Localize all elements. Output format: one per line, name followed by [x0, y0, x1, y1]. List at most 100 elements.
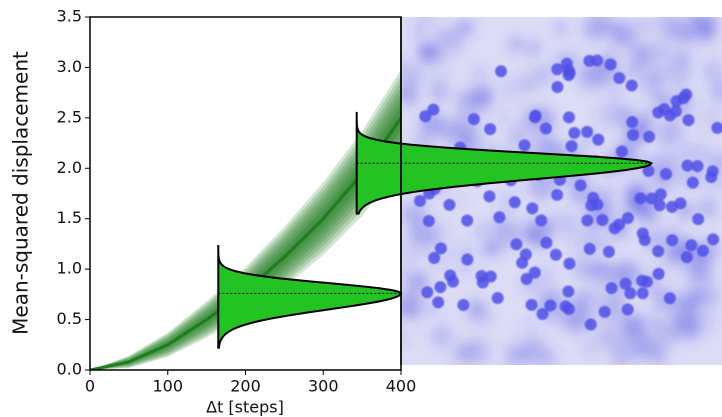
particle	[615, 145, 628, 158]
particle	[608, 222, 621, 235]
particle	[581, 125, 594, 138]
particle	[551, 81, 564, 94]
band-layer	[90, 99, 401, 370]
particle	[674, 197, 687, 210]
haze-blob	[401, 65, 424, 90]
y-tick-label: 3.5	[57, 7, 82, 26]
haze-blob	[440, 25, 461, 46]
haze-blob	[411, 25, 426, 40]
violin	[355, 111, 654, 215]
particle	[707, 233, 720, 246]
y-tick-label: 0.5	[57, 309, 82, 328]
particle	[605, 282, 618, 295]
particle	[685, 239, 698, 252]
haze-blob	[579, 339, 597, 357]
particle	[645, 192, 658, 205]
particle	[621, 303, 634, 316]
haze-blob	[708, 77, 722, 100]
particle	[535, 214, 548, 227]
particle	[705, 171, 718, 184]
particle	[654, 188, 667, 201]
particle	[536, 308, 549, 321]
haze-blob	[401, 85, 418, 106]
particle	[432, 296, 445, 309]
haze-blob	[656, 251, 682, 276]
particle	[563, 257, 576, 270]
particle	[562, 285, 575, 298]
haze-blob	[462, 343, 476, 357]
haze-blob	[401, 262, 411, 282]
haze-blob	[401, 205, 412, 218]
particle	[544, 299, 557, 312]
particle	[539, 122, 552, 135]
y-tick-label: 0.0	[57, 360, 82, 379]
particle	[598, 305, 611, 318]
particle	[681, 159, 694, 172]
particle	[461, 214, 474, 227]
particle	[602, 245, 615, 258]
haze-blob	[507, 35, 525, 54]
haze-blob	[465, 298, 485, 318]
particle	[691, 160, 704, 173]
particle	[540, 236, 553, 249]
particle	[422, 215, 435, 228]
haze-blob	[609, 340, 637, 365]
particle	[491, 291, 504, 304]
haze-blob	[487, 240, 502, 254]
particle	[551, 63, 564, 76]
particle	[475, 269, 488, 282]
particle	[584, 318, 597, 331]
haze-blob	[401, 294, 426, 321]
haze-blob	[533, 63, 556, 87]
particle	[529, 109, 542, 122]
particle	[686, 176, 699, 189]
particle	[613, 72, 626, 85]
particle	[562, 69, 575, 82]
haze-blob	[467, 90, 492, 115]
haze-blob	[585, 229, 599, 243]
particle	[711, 121, 722, 134]
particle	[658, 103, 671, 116]
particle	[484, 123, 497, 136]
particle	[636, 287, 649, 300]
y-tick-label: 1.0	[57, 259, 82, 278]
particle	[427, 103, 440, 116]
particle	[520, 272, 533, 285]
particle	[626, 116, 639, 129]
particle	[551, 188, 564, 201]
x-tick-label: 200	[230, 377, 261, 396]
particle	[652, 245, 665, 258]
particle	[585, 199, 598, 212]
particle	[495, 65, 508, 78]
particle	[461, 253, 474, 266]
particle	[526, 202, 539, 215]
particle	[467, 113, 480, 126]
particle	[634, 192, 647, 205]
particle	[619, 277, 632, 290]
haze-blob	[645, 40, 673, 67]
y-tick-label: 1.5	[57, 208, 82, 227]
haze-blob	[527, 120, 540, 133]
particle	[562, 111, 575, 124]
particle	[621, 211, 634, 224]
particle	[596, 213, 609, 226]
haze-blob	[474, 221, 492, 240]
haze-blob	[554, 21, 568, 36]
x-tick-label: 300	[308, 377, 339, 396]
particle	[581, 214, 594, 227]
haze-blob	[593, 101, 621, 129]
particle	[692, 213, 705, 226]
haze-blob	[522, 339, 548, 365]
haze-blob	[515, 216, 541, 243]
haze-blob	[430, 324, 454, 348]
haze-blob	[682, 138, 701, 157]
particle	[669, 105, 682, 118]
haze-blob	[684, 260, 707, 284]
y-tick-label: 2.5	[57, 107, 82, 126]
haze-blob	[533, 131, 558, 156]
particle	[565, 140, 578, 153]
haze-blob	[520, 79, 533, 92]
haze-blob	[689, 306, 717, 334]
particle	[696, 244, 709, 257]
particle	[568, 127, 581, 140]
